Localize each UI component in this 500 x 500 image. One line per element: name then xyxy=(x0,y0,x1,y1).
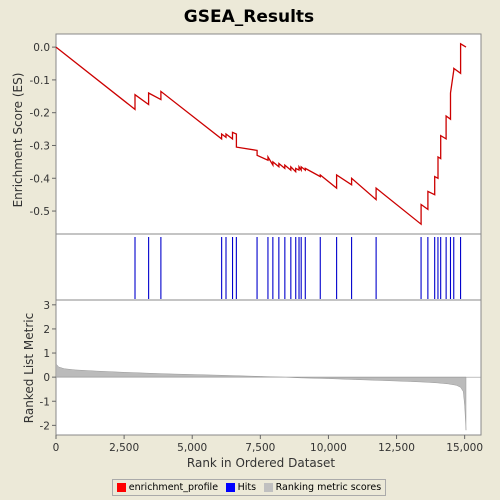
metric-tick-label: 2 xyxy=(43,324,50,336)
legend-swatch-blue xyxy=(225,483,235,492)
legend-item-enrichment-profile: enrichment_profile xyxy=(116,482,219,493)
legend-swatch-red xyxy=(116,483,126,492)
enrichment-profile-line xyxy=(55,42,467,226)
x-tick-label: 0 xyxy=(53,442,60,454)
legend-item-ranking-metric: Ranking metric scores xyxy=(263,482,382,493)
es-tick-label: -0.5 xyxy=(30,206,51,218)
metric-tick-label: 1 xyxy=(43,348,50,360)
legend-label: Ranking metric scores xyxy=(275,482,382,493)
x-tick-label: 12,500 xyxy=(378,442,415,454)
x-tick-label: 2,500 xyxy=(109,442,139,454)
legend-item-hits: Hits xyxy=(225,482,257,493)
x-axis-label: Rank in Ordered Dataset xyxy=(187,456,335,470)
es-tick-label: 0.0 xyxy=(33,42,50,54)
es-axis-label: Enrichment Score (ES) xyxy=(11,73,25,208)
metric-axis-label: Ranked List Metric xyxy=(22,313,36,423)
ranking-metric-area xyxy=(55,363,467,431)
legend-label: enrichment_profile xyxy=(128,482,219,493)
legend: enrichment_profile Hits Ranking metric s… xyxy=(112,479,386,496)
legend-swatch-gray xyxy=(263,483,273,492)
es-panel xyxy=(55,33,482,235)
es-tick-label: -0.3 xyxy=(30,140,51,152)
metric-tick-label: -1 xyxy=(40,396,50,408)
metric-tick-label: 0 xyxy=(43,372,50,384)
x-tick-label: 5,000 xyxy=(177,442,207,454)
metric-tick-label: -2 xyxy=(40,420,50,432)
x-tick-label: 7,500 xyxy=(245,442,275,454)
es-tick-label: -0.4 xyxy=(30,173,51,185)
x-tick-label: 10,000 xyxy=(310,442,347,454)
es-tick-label: -0.1 xyxy=(30,75,51,87)
legend-label: Hits xyxy=(237,482,257,493)
metric-panel xyxy=(55,299,482,436)
x-tick-label: 15,000 xyxy=(446,442,483,454)
chart-title: GSEA_Results xyxy=(184,7,314,27)
metric-tick-label: 3 xyxy=(43,300,50,312)
es-tick-label: -0.2 xyxy=(30,108,51,120)
